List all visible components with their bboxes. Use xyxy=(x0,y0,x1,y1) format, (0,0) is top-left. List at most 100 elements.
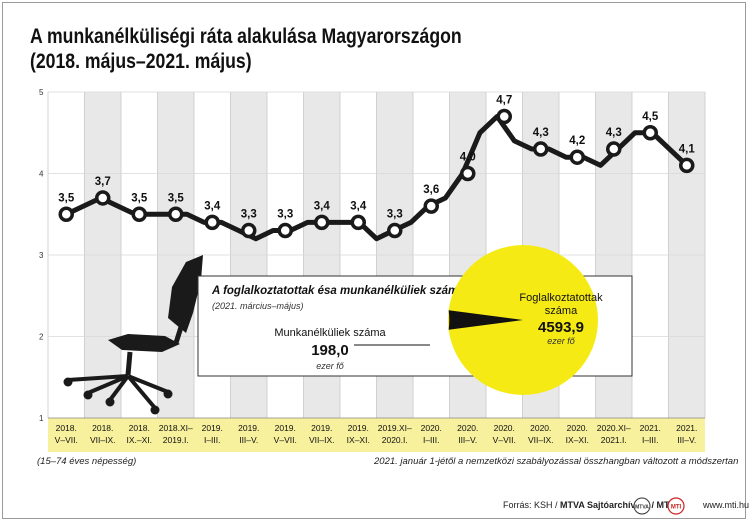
unemployment-series: 3,5 3,7 3,5 3,5 3,4 3,3 3,3 3,4 3,4 3,3 3,6 4,0 4,7 4… xyxy=(58,94,696,242)
data-label: 4,3 xyxy=(606,127,622,139)
x-tick-label: 2021.I. xyxy=(601,435,627,445)
chair-column xyxy=(125,351,133,376)
unemployed-value: 198,0 xyxy=(311,342,349,359)
methodology-note: 2021. január 1-jétől a nemzetközi szabál… xyxy=(374,456,739,467)
chart-title: A munkanélküliségi ráta alakulása Magyar… xyxy=(30,25,462,75)
data-point-marker xyxy=(569,149,585,165)
x-tick-label: 2020.I. xyxy=(382,435,408,445)
x-tick-label: IX–XI. xyxy=(566,435,589,445)
data-label: 3,3 xyxy=(241,209,257,221)
x-tick-label: VII–IX. xyxy=(309,435,335,445)
source-credit: Forrás: KSH / MTVA Sajtóarchívum / MTI xyxy=(503,500,672,510)
data-point-marker xyxy=(58,206,74,222)
x-tick-label: 2019. xyxy=(238,423,259,433)
data-label: 3,4 xyxy=(314,200,331,212)
x-tick-label: 2018. xyxy=(92,423,113,433)
data-label: 4,1 xyxy=(679,143,696,155)
y-tick-label: 2 xyxy=(39,333,44,342)
data-point-marker xyxy=(277,222,293,239)
website-link[interactable]: www.mti.hu xyxy=(703,500,750,510)
data-label: 4,5 xyxy=(642,111,659,123)
data-point-marker xyxy=(204,214,220,231)
x-tick-label: 2020. xyxy=(457,423,478,433)
x-tick-label: 2020.XI– xyxy=(597,423,631,433)
employed-label-line-2: száma xyxy=(545,305,578,317)
x-tick-label: 2021. xyxy=(676,423,697,433)
data-point-marker xyxy=(606,141,622,157)
x-tick-label: III–V. xyxy=(677,435,696,445)
data-point-marker xyxy=(642,125,658,141)
x-tick-label: 2019.XI– xyxy=(378,423,412,433)
inset-subtitle: (2021. március–május) xyxy=(212,301,304,311)
employed-label-line-1: Foglalkoztatottak xyxy=(519,292,603,304)
population-note: (15–74 éves népesség) xyxy=(37,456,137,467)
data-point-marker xyxy=(95,190,111,206)
data-label: 3,4 xyxy=(204,200,221,212)
data-label: 4,2 xyxy=(569,135,585,147)
mti-logo: MTI xyxy=(667,497,685,515)
x-tick-label: V–VII. xyxy=(55,435,78,445)
data-point-marker xyxy=(168,206,184,222)
data-label: 4,0 xyxy=(460,152,476,164)
data-point-marker xyxy=(460,165,476,182)
chair-wheel xyxy=(150,405,160,415)
x-tick-label: 2020. xyxy=(494,423,515,433)
chair-backrest-post xyxy=(173,326,184,344)
x-tick-label: 2018. xyxy=(129,423,150,433)
x-tick-label: I–III. xyxy=(642,435,659,445)
mtva-logo: MTVA xyxy=(633,497,651,515)
unemployed-unit: ezer fő xyxy=(316,361,345,371)
chair-wheel xyxy=(83,390,93,400)
data-point-marker xyxy=(387,222,403,239)
mti-logo-text: MTI xyxy=(671,505,682,511)
unemployed-pie-slice xyxy=(448,310,523,330)
x-axis-labels: 2018. V–VII. 2018. VII–IX. 2018. IX.–XI. 2018.… xyxy=(55,423,698,445)
source-prefix: Forrás: KSH / xyxy=(503,500,561,510)
data-label: 3,5 xyxy=(131,192,148,204)
mtva-logo-text: MTVA xyxy=(635,505,649,511)
chair-base xyxy=(67,374,169,410)
x-tick-label: I–III. xyxy=(204,435,221,445)
x-tick-label: 2019. xyxy=(348,423,369,433)
y-tick-label: 3 xyxy=(39,251,44,260)
x-tick-label: VII–IX. xyxy=(90,435,116,445)
employed-unit: ezer fő xyxy=(547,336,576,346)
data-point-marker xyxy=(241,222,257,239)
data-label: 3,7 xyxy=(95,176,111,188)
employed-value: 4593,9 xyxy=(538,319,584,336)
x-tick-label: 2020. xyxy=(421,423,442,433)
unemployed-label: Munkanélküliek száma xyxy=(274,327,386,339)
x-tick-label: IX–XI. xyxy=(347,435,370,445)
x-tick-label: I–III. xyxy=(423,435,440,445)
x-tick-label: V–VII. xyxy=(274,435,297,445)
x-tick-label: 2018.XI– xyxy=(159,423,193,433)
x-tick-label: 2019.I. xyxy=(163,435,189,445)
data-label: 3,4 xyxy=(350,200,367,212)
x-tick-label: 2021. xyxy=(640,423,661,433)
data-point-marker xyxy=(496,108,512,125)
chair-backrest xyxy=(168,255,203,333)
x-tick-label: VII–IX. xyxy=(528,435,554,445)
data-point-marker xyxy=(533,141,549,157)
data-label: 3,3 xyxy=(277,209,293,221)
chair-wheel xyxy=(63,377,73,387)
chart-title-line-1: A munkanélküliségi ráta alakulása Magyar… xyxy=(30,25,462,48)
x-tick-label: 2019. xyxy=(275,423,296,433)
data-point-marker xyxy=(131,206,147,222)
x-tick-label: IX.–XI. xyxy=(126,435,152,445)
y-axis: 1 2 3 4 5 xyxy=(39,88,44,423)
data-label: 4,3 xyxy=(533,127,549,139)
y-tick-label: 1 xyxy=(39,414,44,423)
data-point-marker xyxy=(679,157,695,174)
category-band xyxy=(48,418,705,452)
data-label: 3,3 xyxy=(387,209,403,221)
x-tick-label: III–V. xyxy=(239,435,258,445)
x-tick-label: V–VII. xyxy=(493,435,516,445)
x-tick-label: 2019. xyxy=(202,423,223,433)
inset-title: A foglalkoztatottak ésa munkanélküliek s… xyxy=(211,285,465,297)
x-tick-label: 2018. xyxy=(56,423,77,433)
data-point-marker xyxy=(423,198,439,214)
x-tick-label: 2020. xyxy=(530,423,551,433)
